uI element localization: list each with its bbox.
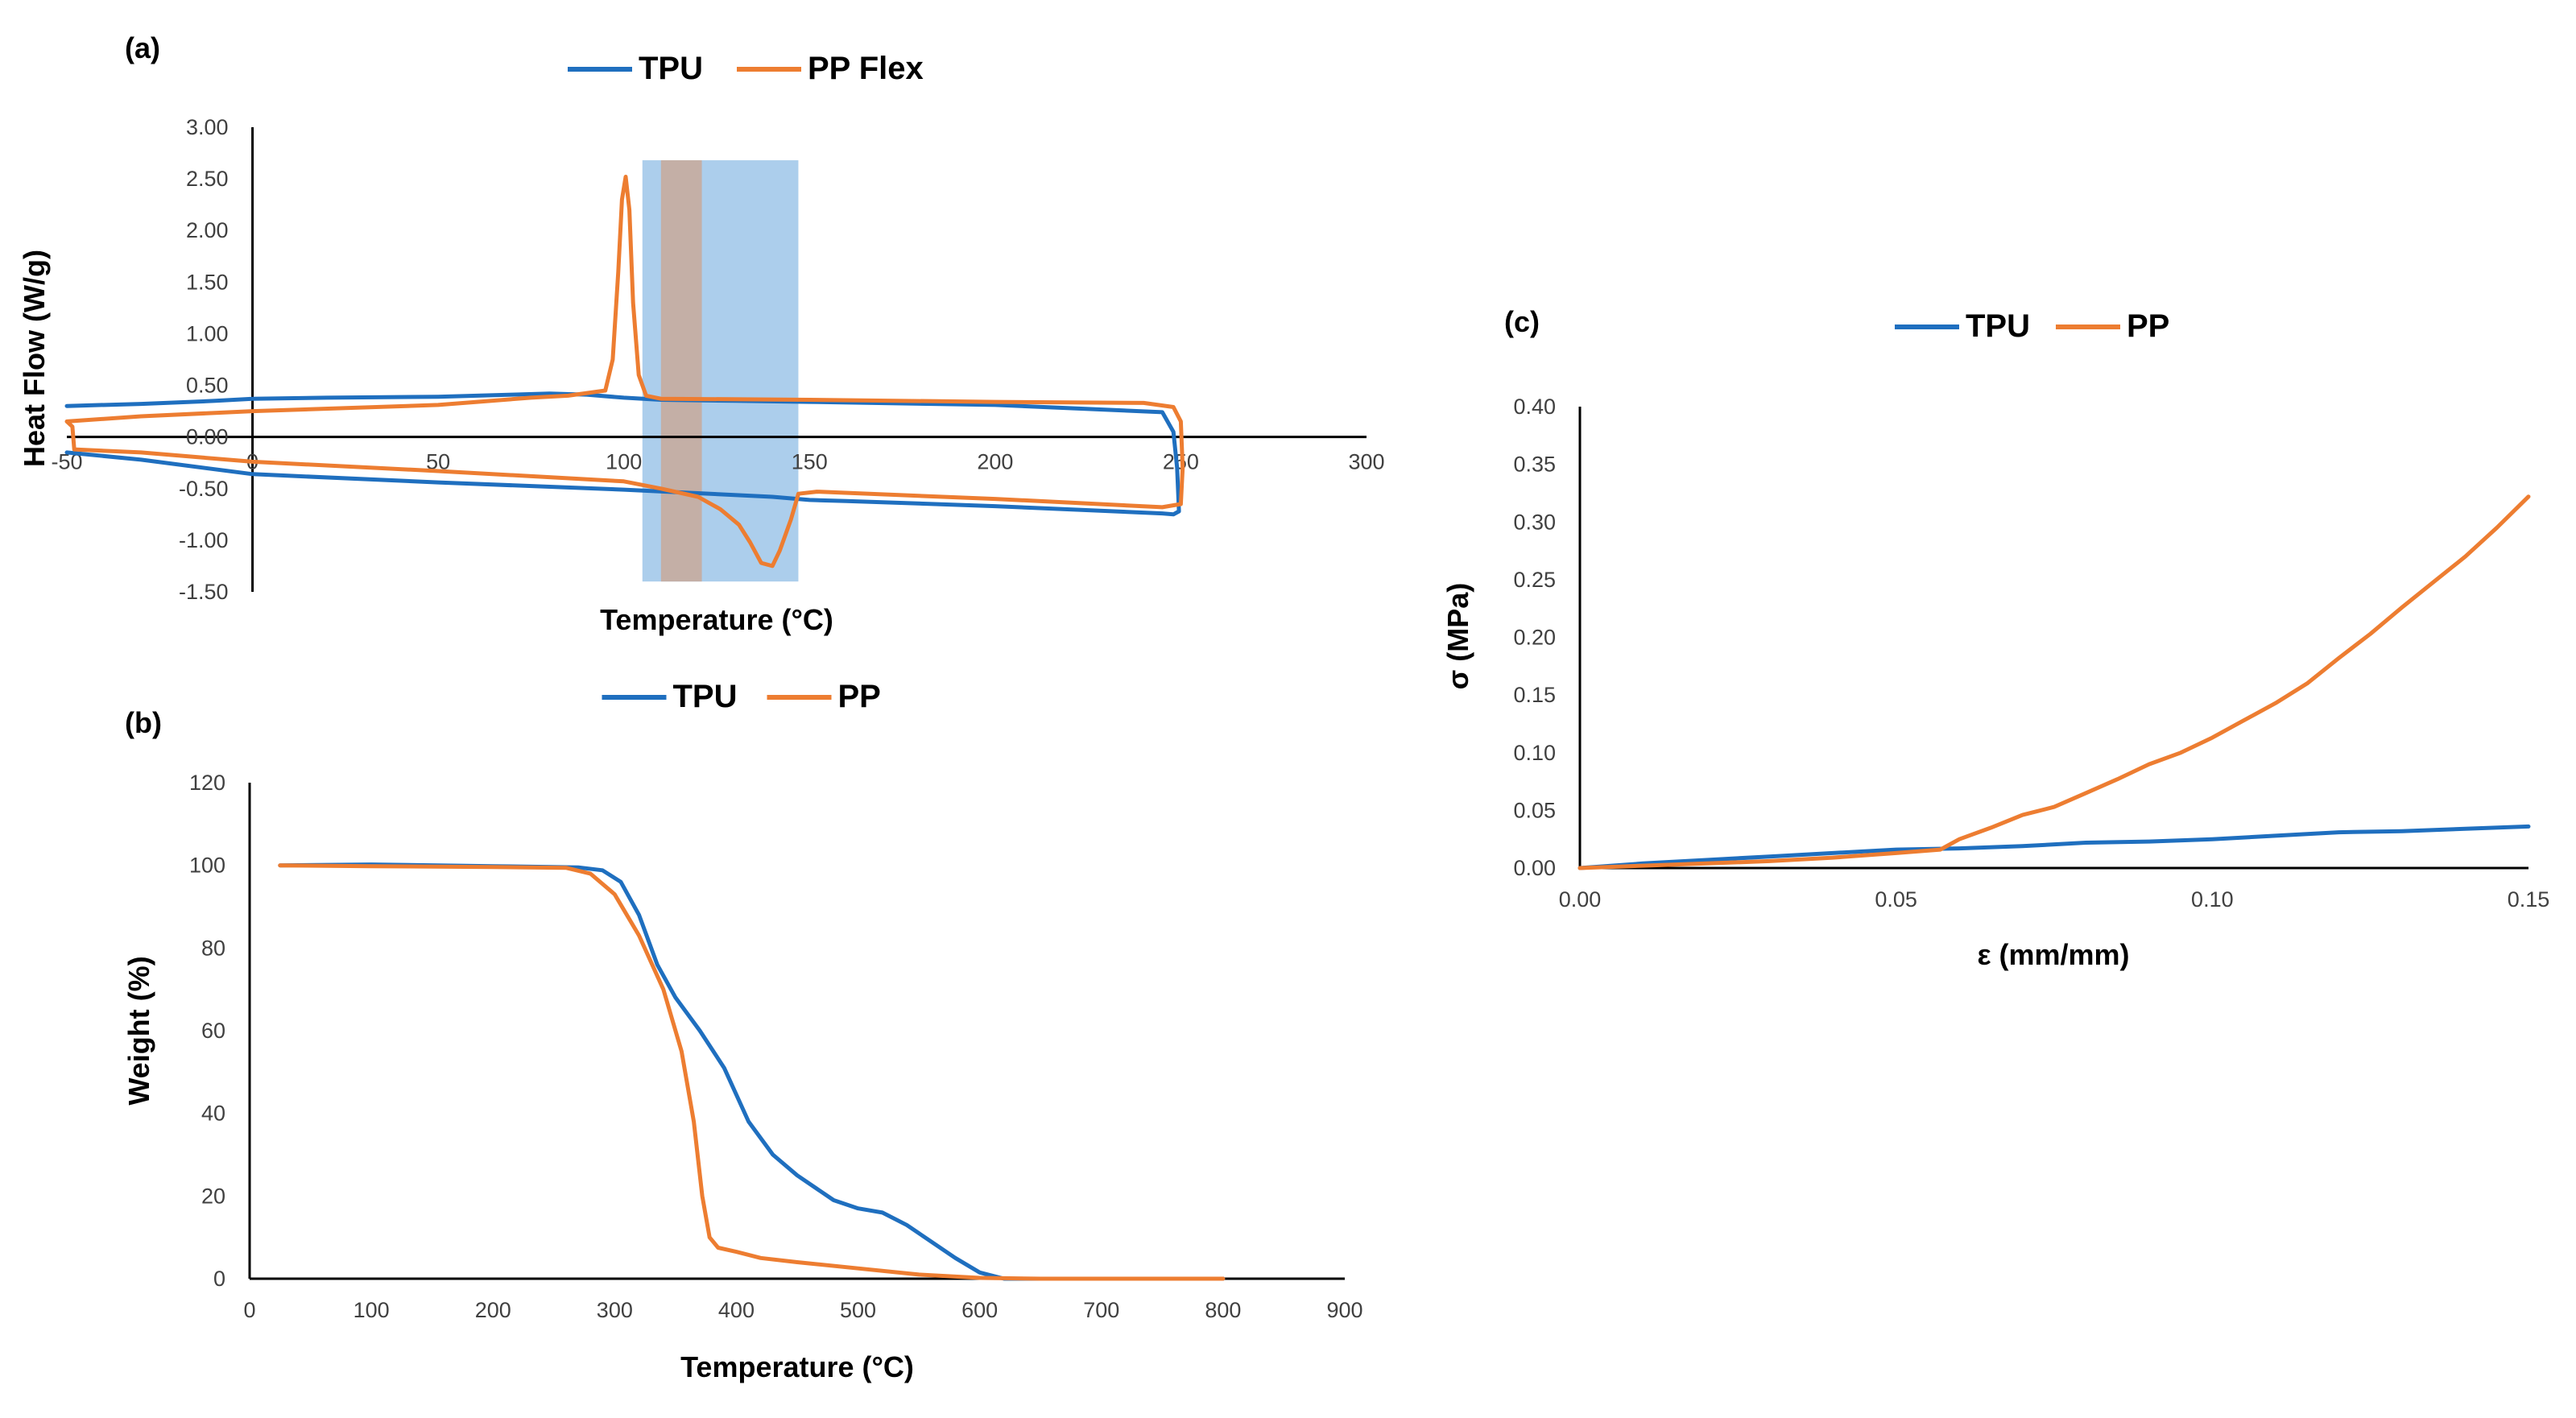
x-axis-title: Temperature (°C) — [600, 603, 833, 636]
y-tick-label: 3.00 — [186, 115, 229, 139]
y-tick-label: 0.00 — [1513, 856, 1556, 880]
y-tick-label: 1.50 — [186, 270, 229, 294]
y-tick-label: -0.50 — [179, 477, 229, 501]
y-tick-label: 100 — [189, 854, 225, 878]
y-tick-label: 0.05 — [1513, 798, 1556, 822]
legend-label: PP — [838, 679, 881, 714]
y-tick-label: -1.50 — [179, 580, 229, 604]
x-tick-label: 0.00 — [1559, 887, 1602, 912]
panel-label: (c) — [1504, 305, 1540, 338]
y-tick-label: 0.40 — [1513, 395, 1556, 419]
x-tick-label: 300 — [597, 1298, 633, 1322]
y-tick-label: 0.20 — [1513, 626, 1556, 650]
x-tick-label: 100 — [606, 450, 642, 474]
y-tick-label: 80 — [201, 936, 225, 960]
x-tick-label: 200 — [977, 450, 1013, 474]
x-tick-label: 600 — [961, 1298, 998, 1322]
x-tick-label: 150 — [792, 450, 828, 474]
x-tick-label: 200 — [475, 1298, 511, 1322]
y-tick-label: 0.35 — [1513, 453, 1556, 477]
series-line-pp-flex — [64, 175, 1185, 568]
y-tick-label: 60 — [201, 1019, 225, 1043]
y-tick-label: -1.00 — [179, 528, 229, 552]
x-tick-label: 400 — [718, 1298, 755, 1322]
legend-label: PP — [2127, 308, 2169, 344]
shaded-region-2 — [660, 160, 702, 582]
y-tick-label: 0 — [213, 1267, 225, 1291]
y-tick-label: 2.00 — [186, 218, 229, 242]
panel-label: (b) — [125, 706, 162, 739]
legend-label: TPU — [673, 679, 738, 714]
panel-label: (a) — [125, 31, 160, 64]
legend-label: TPU — [1966, 308, 2030, 344]
x-tick-label: 100 — [354, 1298, 390, 1322]
y-tick-label: 0.00 — [186, 425, 229, 449]
x-tick-label: 0 — [243, 1298, 255, 1322]
y-tick-label: 40 — [201, 1102, 225, 1126]
series-line-tpu — [1577, 824, 2531, 870]
y-axis-title: Weight (%) — [122, 956, 155, 1105]
x-tick-label: 500 — [840, 1298, 876, 1322]
x-tick-label: 800 — [1205, 1298, 1241, 1322]
x-tick-label: 0.15 — [2508, 887, 2550, 912]
y-tick-label: 0.50 — [186, 374, 229, 398]
y-tick-label: 2.50 — [186, 167, 229, 191]
x-tick-label: 300 — [1348, 450, 1384, 474]
x-tick-label: 900 — [1326, 1298, 1362, 1322]
y-tick-label: 0.15 — [1513, 683, 1556, 707]
legend-label: PP Flex — [808, 51, 924, 86]
series-line-pp — [1577, 494, 2531, 870]
y-tick-label: 0.30 — [1513, 510, 1556, 534]
y-tick-label: 1.00 — [186, 321, 229, 345]
x-axis-title: ε (mm/mm) — [1977, 938, 2129, 971]
y-tick-label: 120 — [189, 771, 225, 795]
x-tick-label: 700 — [1083, 1298, 1119, 1322]
y-tick-label: 20 — [201, 1184, 225, 1208]
y-tick-label: 0.25 — [1513, 568, 1556, 592]
y-axis-title: Heat Flow (W/g) — [18, 250, 51, 467]
panel-a: 3.00 2.50 2.00 1.50 1.00 0.50 0.00 -0.50 -1.00 -1… — [18, 31, 1385, 636]
legend-label: TPU — [639, 51, 703, 86]
x-tick-label: 0.05 — [1875, 887, 1917, 912]
y-tick-label: 0.10 — [1513, 741, 1556, 765]
y-axis-title: σ (MPa) — [1441, 583, 1474, 690]
x-axis-title: Temperature (°C) — [680, 1350, 914, 1383]
panel-c: 0.40 0.35 0.30 0.25 0.20 0.15 0.10 0.05 0.000.00… — [1441, 305, 2549, 971]
series-line-tpu — [278, 862, 1226, 1281]
series-line-pp — [278, 863, 1226, 1281]
x-tick-label: 0.10 — [2191, 887, 2234, 912]
series-line-tpu — [64, 391, 1181, 517]
